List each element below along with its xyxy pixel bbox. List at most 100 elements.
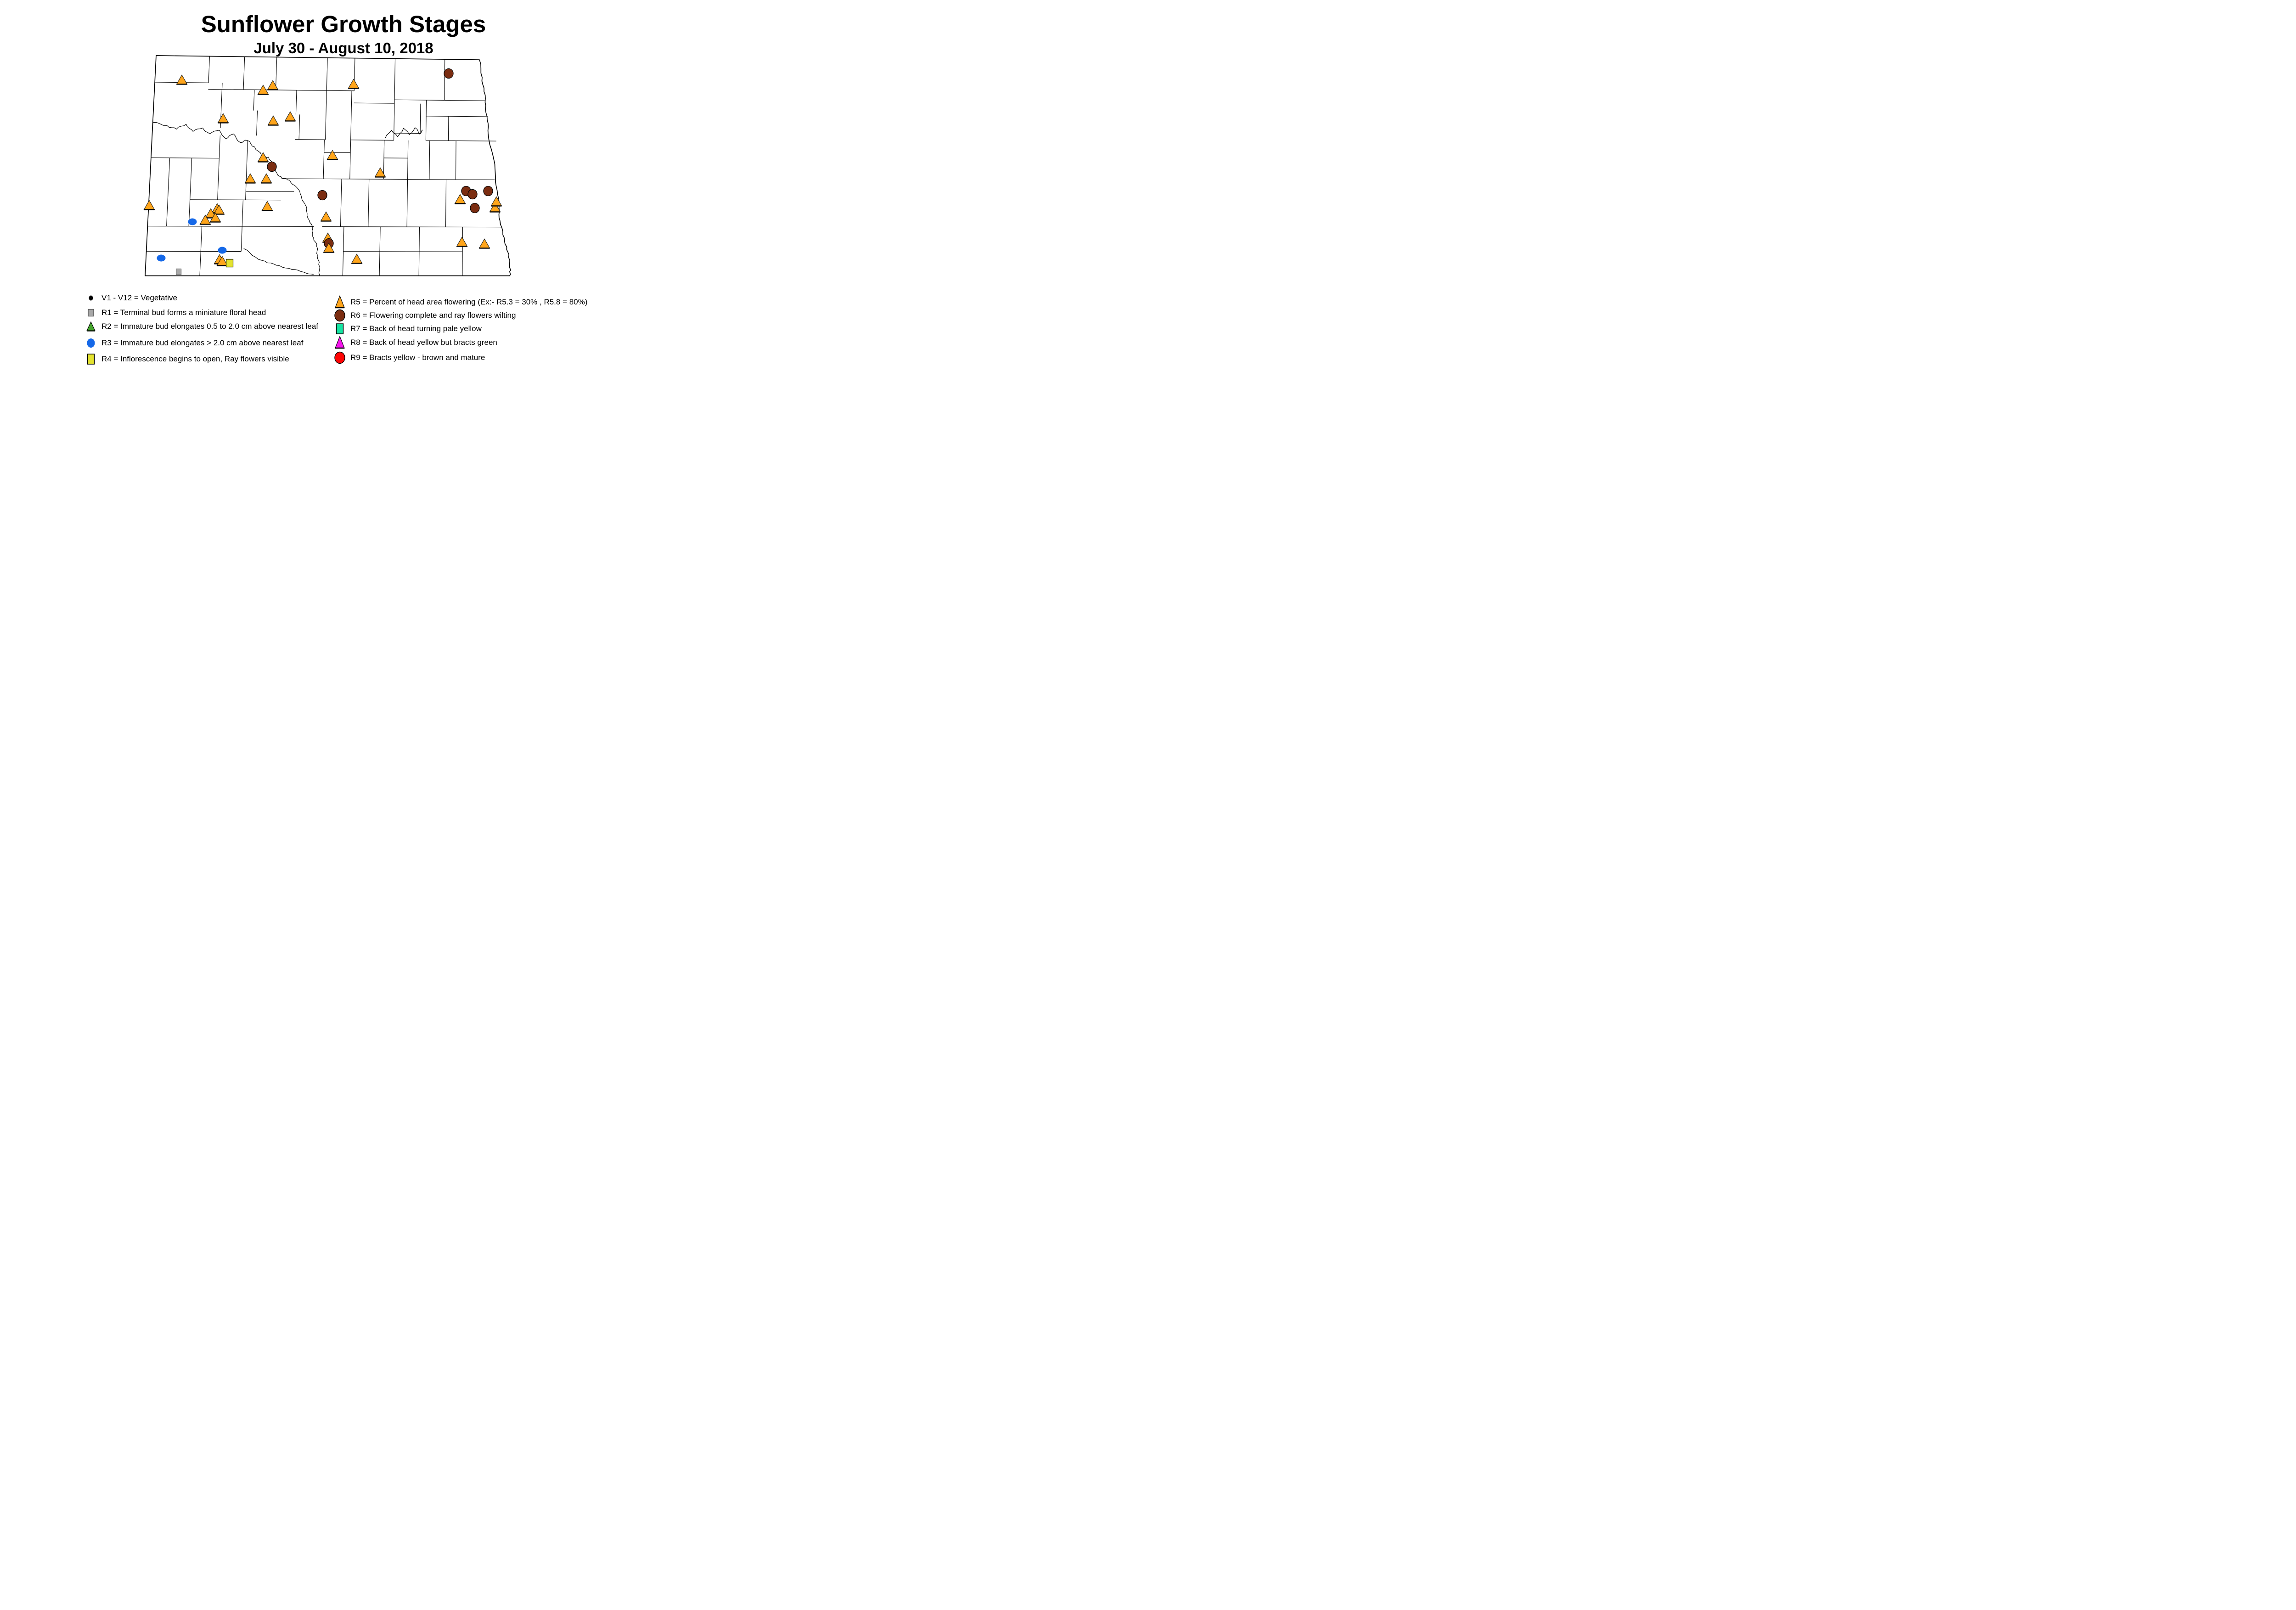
legend-item-r4: R4 = Inflorescence begins to open, Ray f… — [84, 352, 289, 366]
legend-item-r5: R5 = Percent of head area flowering (Ex:… — [333, 295, 587, 309]
legend-symbol-v — [89, 295, 93, 301]
county-boundary — [368, 179, 370, 227]
legend-symbol-r9 — [334, 351, 345, 364]
county-boundary — [379, 226, 381, 276]
legend-symbol-r4 — [87, 354, 95, 365]
marker-r5 — [216, 256, 228, 266]
marker-r3 — [188, 218, 197, 225]
marker-r5 — [267, 80, 279, 90]
county-boundary — [426, 116, 488, 117]
county-boundary — [243, 56, 245, 90]
county-boundary — [349, 90, 352, 179]
county-boundary — [462, 227, 463, 276]
county-boundary — [281, 178, 495, 180]
county-boundary — [199, 251, 201, 276]
legend-item-r2: R2 = Immature bud elongates 0.5 to 2.0 c… — [84, 320, 318, 333]
county-boundary — [429, 140, 430, 180]
marker-r5 — [261, 201, 273, 211]
marker-r5 — [348, 79, 360, 89]
county-boundary — [340, 179, 342, 227]
legend-label-r9: R9 = Bracts yellow - brown and mature — [350, 353, 485, 362]
legend-label-r3: R3 = Immature bud elongates > 2.0 cm abo… — [101, 338, 304, 347]
county-boundary — [217, 135, 220, 200]
page-subtitle: July 30 - August 10, 2018 — [253, 39, 433, 56]
marker-r6 — [467, 189, 478, 200]
legend-label-r8: R8 = Back of head yellow but bracts gree… — [350, 338, 497, 347]
county-boundary — [406, 140, 409, 227]
marker-r6 — [483, 186, 493, 197]
county-boundary — [448, 116, 449, 141]
marker-r5 — [478, 238, 490, 249]
marker-r6 — [317, 190, 327, 201]
county-boundary — [188, 158, 192, 226]
marker-r6 — [444, 68, 454, 79]
nd-county-map — [143, 55, 511, 276]
state-border — [145, 55, 511, 276]
legend-label-v: V1 - V12 = Vegetative — [101, 293, 177, 302]
marker-r5 — [260, 173, 272, 184]
legend-item-r9: R9 = Bracts yellow - brown and mature — [333, 351, 485, 365]
county-boundary — [166, 158, 170, 226]
legend-label-r7: R7 = Back of head turning pale yellow — [350, 324, 482, 333]
county-boundary — [325, 57, 328, 140]
county-boundary — [394, 58, 396, 141]
county-boundary — [342, 226, 344, 276]
marker-r5 — [176, 74, 188, 85]
legend-symbol-r7 — [336, 323, 344, 334]
legend-item-r7: R7 = Back of head turning pale yellow — [333, 322, 482, 336]
page-title: Sunflower Growth Stages — [201, 11, 486, 37]
marker-r4 — [225, 259, 234, 268]
map-markers — [143, 68, 502, 276]
county-boundary — [323, 140, 325, 179]
legend-item-r6: R6 = Flowering complete and ray flowers … — [333, 309, 516, 322]
county-boundary — [256, 110, 258, 136]
marker-r5 — [351, 253, 363, 264]
legend-label-r1: R1 = Terminal bud forms a miniature flor… — [101, 308, 266, 317]
marker-r5 — [320, 211, 332, 222]
marker-r5 — [490, 196, 502, 207]
marker-r6 — [267, 161, 277, 172]
marker-r5 — [374, 167, 386, 178]
county-boundary — [420, 103, 421, 134]
county-boundary — [208, 89, 355, 91]
legend-item-r3: R3 = Immature bud elongates > 2.0 cm abo… — [84, 336, 303, 350]
devils-lake — [385, 127, 423, 138]
legend-item-v: V1 - V12 = Vegetative — [84, 291, 177, 305]
legend-item-r8: R8 = Back of head yellow but bracts gree… — [333, 336, 497, 349]
county-boundary — [208, 56, 210, 83]
marker-r1 — [175, 268, 182, 276]
legend-label-r4: R4 = Inflorescence begins to open, Ray f… — [101, 355, 289, 363]
state-outline — [145, 55, 511, 276]
marker-r3 — [157, 254, 166, 262]
marker-r5 — [143, 200, 155, 210]
marker-r5 — [489, 202, 501, 213]
marker-r5 — [217, 113, 229, 124]
marker-r5 — [456, 236, 468, 247]
marker-r5 — [267, 115, 279, 126]
legend-symbol-r2 — [86, 321, 96, 332]
marker-r5 — [284, 111, 296, 122]
county-boundary — [245, 140, 248, 200]
page: Sunflower Growth Stages July 30 - August… — [0, 0, 720, 379]
legend-symbol-r3 — [87, 338, 95, 348]
county-boundary — [246, 191, 294, 192]
legend-symbol-r6 — [334, 309, 345, 322]
county-boundary — [383, 140, 385, 180]
marker-r3 — [218, 247, 227, 254]
marker-r6 — [470, 203, 480, 214]
county-boundary — [253, 90, 255, 111]
marker-r5 — [199, 214, 211, 225]
rivers — [152, 122, 423, 276]
marker-r5 — [323, 242, 335, 253]
marker-r5 — [257, 84, 269, 95]
marker-r5 — [209, 212, 221, 223]
legend-symbol-r1 — [88, 309, 94, 317]
county-boundary — [350, 140, 394, 141]
marker-r5 — [257, 152, 269, 163]
marker-r5 — [244, 173, 256, 184]
legend-label-r2: R2 = Immature bud elongates 0.5 to 2.0 c… — [101, 322, 319, 331]
cannonball-river — [243, 248, 314, 275]
legend-label-r5: R5 = Percent of head area flowering (Ex:… — [350, 298, 588, 306]
county-boundary — [200, 226, 203, 252]
marker-r5 — [454, 194, 466, 204]
